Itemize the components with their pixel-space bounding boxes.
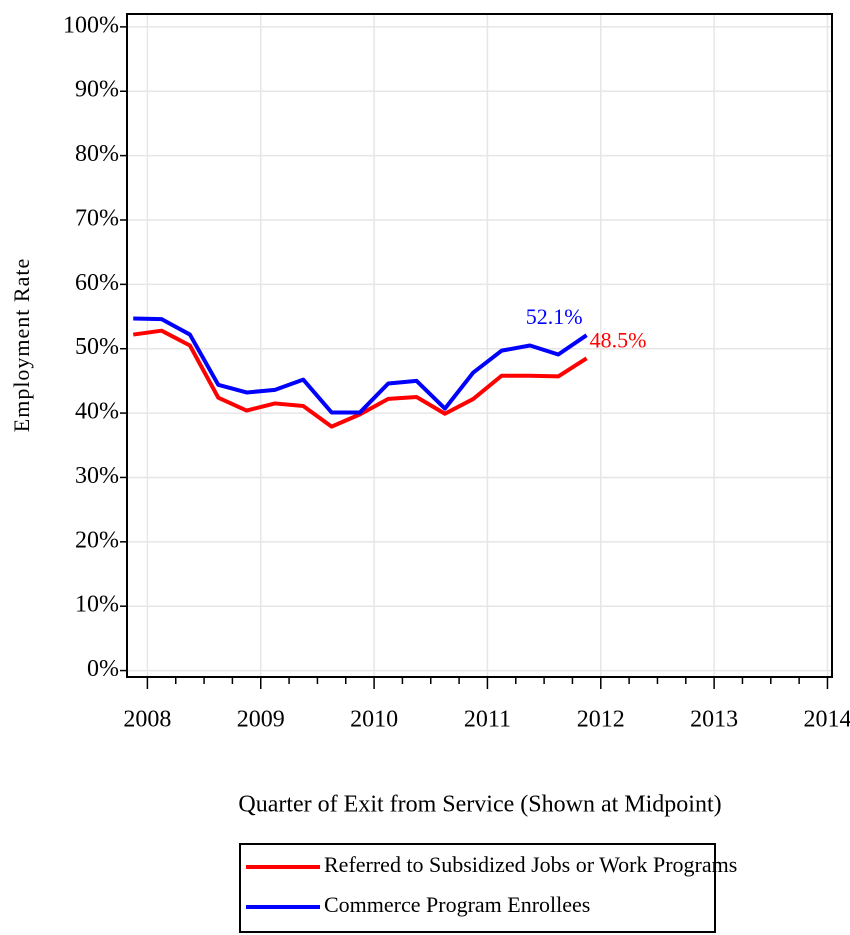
legend-label: Commerce Program Enrollees	[324, 892, 590, 917]
y-tick-label: 90%	[75, 77, 119, 103]
x-axis-label: Quarter of Exit from Service (Shown at M…	[238, 792, 721, 818]
y-tick-label: 60%	[75, 270, 119, 296]
y-tick-label: 20%	[75, 527, 119, 553]
y-tick-label: 0%	[87, 656, 119, 682]
value-label: 52.1%	[526, 304, 583, 329]
value-label: 48.5%	[590, 327, 647, 352]
y-tick-label: 40%	[75, 399, 119, 425]
legend-box	[239, 843, 716, 933]
y-tick-label: 100%	[63, 12, 119, 38]
x-tick-label: 2013	[690, 707, 738, 733]
y-axis-label: Employment Rate	[9, 258, 34, 432]
y-tick-label: 70%	[75, 205, 119, 231]
y-tick-label: 80%	[75, 141, 119, 167]
x-tick-label: 2008	[123, 707, 171, 733]
x-tick-label: 2010	[350, 707, 398, 733]
x-tick-label: 2011	[464, 707, 511, 733]
y-tick-label: 10%	[75, 592, 119, 618]
x-tick-label: 2009	[237, 707, 285, 733]
legend-label: Referred to Subsidized Jobs or Work Prog…	[324, 852, 737, 877]
x-tick-label: 2014	[803, 707, 850, 733]
series-line	[133, 316, 588, 415]
plot-frame	[126, 13, 833, 678]
y-tick-label: 30%	[75, 463, 119, 489]
y-tick-label: 50%	[75, 334, 119, 360]
x-tick-label: 2012	[577, 707, 625, 733]
